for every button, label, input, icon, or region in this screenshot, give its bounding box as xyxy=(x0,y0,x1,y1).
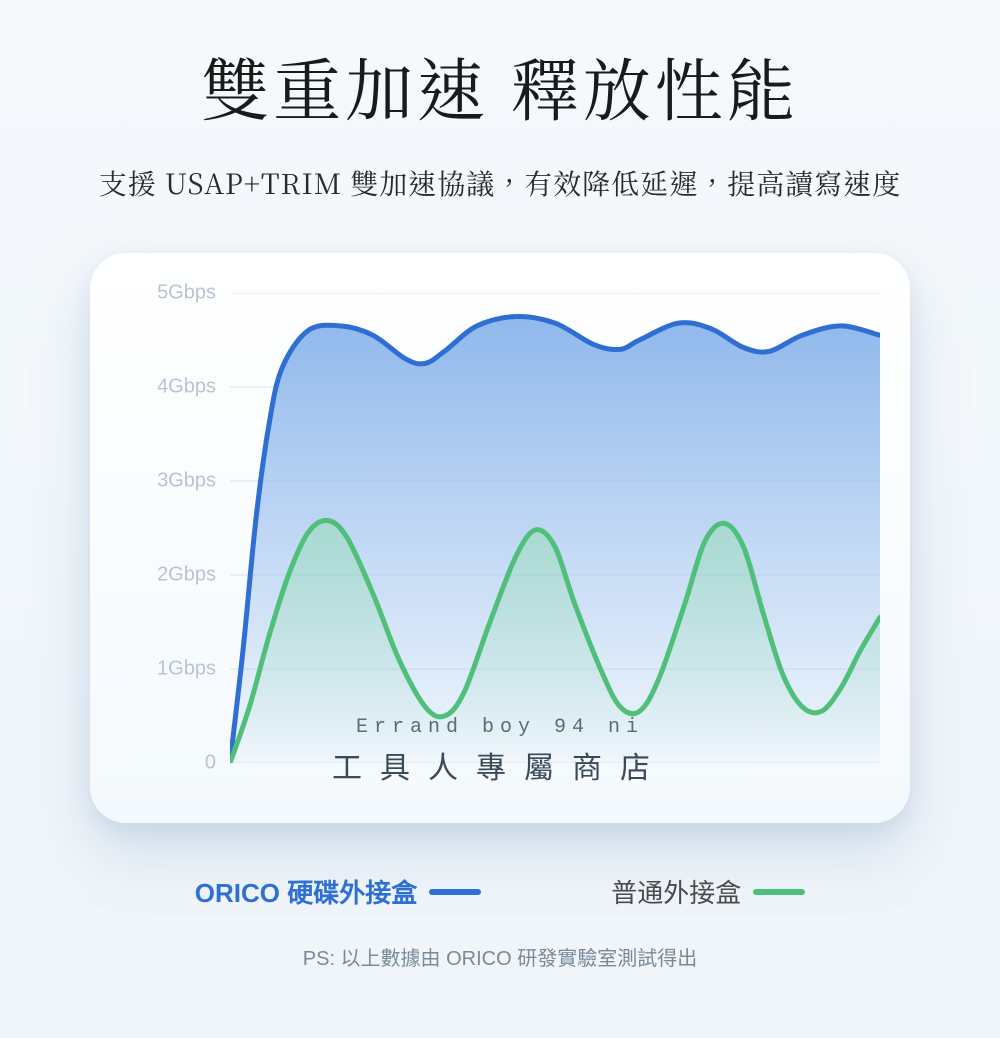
legend-orico-swatch xyxy=(429,889,481,895)
y-tick-label: 4Gbps xyxy=(146,376,216,399)
page-subtitle: 支援 USAP+TRIM 雙加速協議，有效降低延遲，提高讀寫速度 xyxy=(0,163,1000,203)
y-axis-labels: 01Gbps2Gbps3Gbps4Gbps5Gbps xyxy=(144,293,224,763)
y-tick-label: 3Gbps xyxy=(146,470,216,493)
legend-normal-swatch xyxy=(753,889,805,895)
y-tick-label: 1Gbps xyxy=(146,658,216,681)
chart-svg xyxy=(230,293,880,763)
legend-orico-label: ORICO 硬碟外接盒 xyxy=(195,873,417,910)
legend-normal-label: 普通外接盒 xyxy=(611,873,741,910)
y-tick-label: 0 xyxy=(146,752,216,775)
legend: ORICO 硬碟外接盒 普通外接盒 xyxy=(0,873,1000,910)
footnote: PS: 以上數據由 ORICO 研發實驗室測試得出 xyxy=(0,942,1000,971)
y-tick-label: 5Gbps xyxy=(146,282,216,305)
chart-card: 01Gbps2Gbps3Gbps4Gbps5Gbps Errand boy 94… xyxy=(90,253,910,823)
legend-item-orico: ORICO 硬碟外接盒 xyxy=(195,873,481,910)
y-tick-label: 2Gbps xyxy=(146,564,216,587)
page-title: 雙重加速 釋放性能 xyxy=(0,38,1000,135)
legend-item-normal: 普通外接盒 xyxy=(611,873,805,910)
chart-plot xyxy=(230,293,880,763)
chart-inner: 01Gbps2Gbps3Gbps4Gbps5Gbps xyxy=(150,293,880,763)
